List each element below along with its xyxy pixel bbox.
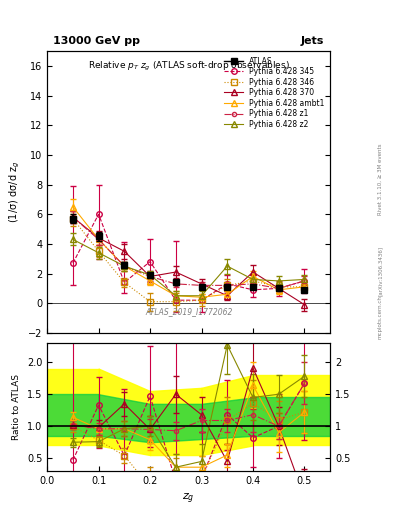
Text: ATLAS_2019_I1772062: ATLAS_2019_I1772062 bbox=[145, 307, 232, 316]
Text: [arXiv:1306.3436]: [arXiv:1306.3436] bbox=[378, 246, 383, 296]
Y-axis label: Ratio to ATLAS: Ratio to ATLAS bbox=[12, 374, 21, 440]
Text: mcplots.cern.ch: mcplots.cern.ch bbox=[378, 295, 383, 339]
Text: Rivet 3.1.10, ≥ 3M events: Rivet 3.1.10, ≥ 3M events bbox=[378, 143, 383, 215]
Text: Jets: Jets bbox=[301, 35, 325, 46]
Legend: ATLAS, Pythia 6.428 345, Pythia 6.428 346, Pythia 6.428 370, Pythia 6.428 ambt1,: ATLAS, Pythia 6.428 345, Pythia 6.428 34… bbox=[223, 55, 326, 130]
Y-axis label: (1/σ) dσ/d z$_g$: (1/σ) dσ/d z$_g$ bbox=[8, 161, 22, 223]
X-axis label: $z_g$: $z_g$ bbox=[182, 492, 195, 506]
Text: 13000 GeV pp: 13000 GeV pp bbox=[53, 35, 140, 46]
Text: Relative $p_T$ $z_g$ (ATLAS soft-drop observables): Relative $p_T$ $z_g$ (ATLAS soft-drop ob… bbox=[88, 60, 290, 73]
